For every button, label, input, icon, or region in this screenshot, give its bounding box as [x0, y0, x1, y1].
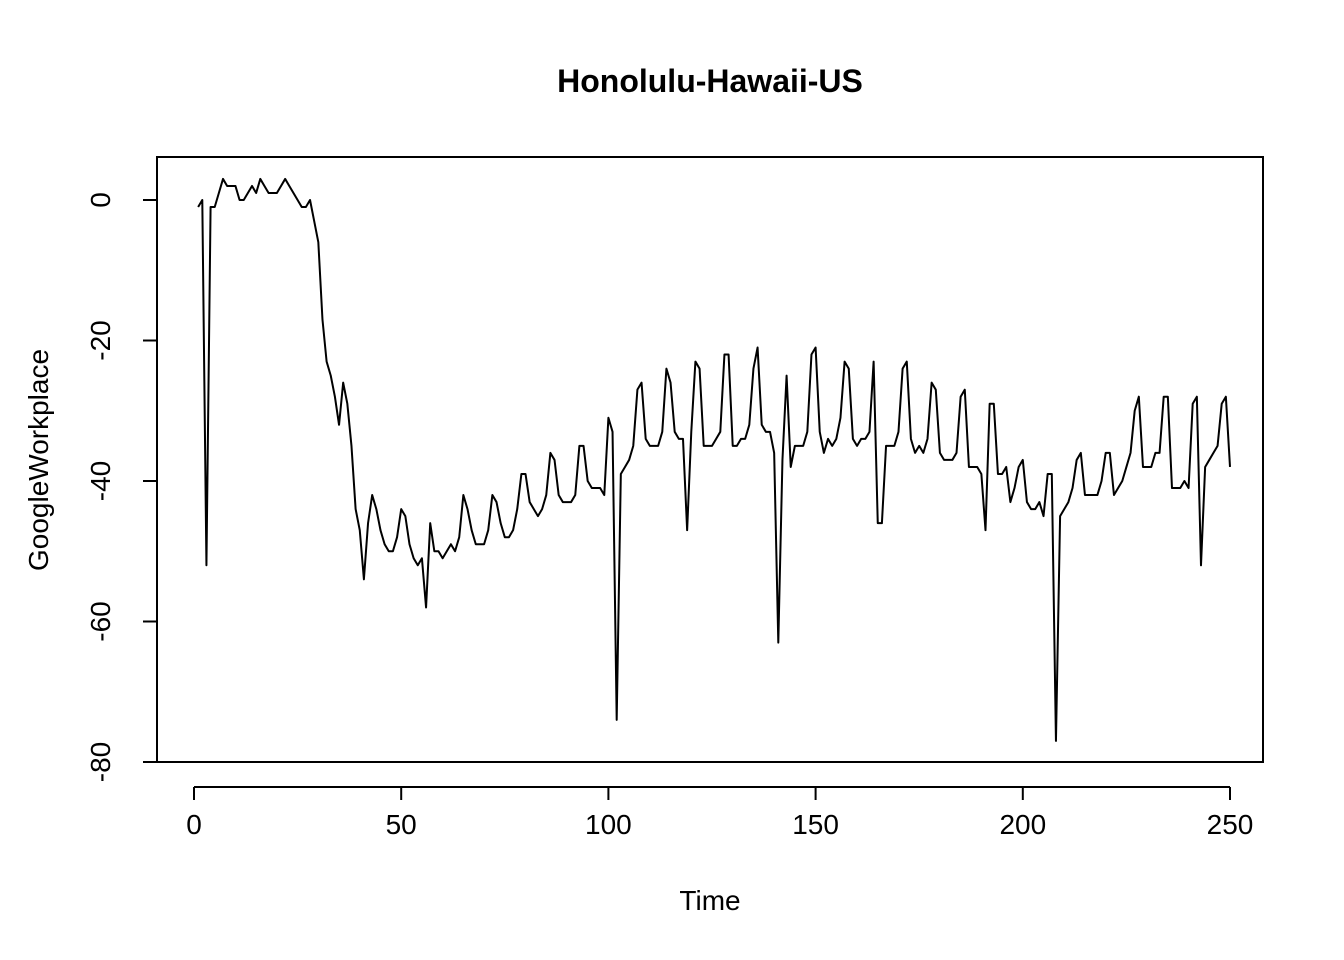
y-axis: -80 -60 -40 -20 0 — [85, 192, 158, 782]
plot-frame — [156, 156, 1264, 763]
x-tick-label: 100 — [585, 809, 632, 840]
x-tick-label: 0 — [186, 809, 202, 840]
series-line — [197, 177, 1231, 742]
y-tick-label: -40 — [85, 461, 116, 501]
x-axis: 0 50 100 150 200 250 — [186, 786, 1254, 840]
x-tick-label: 250 — [1207, 809, 1254, 840]
x-tick-label: 50 — [386, 809, 417, 840]
chart-title: Honolulu-Hawaii-US — [557, 63, 863, 99]
y-tick-label: 0 — [85, 192, 116, 208]
y-tick-label: -20 — [85, 320, 116, 360]
y-axis-label: GoogleWorkplace — [23, 349, 54, 571]
x-axis-label: Time — [679, 885, 740, 916]
plot-area — [197, 177, 1231, 742]
x-tick-label: 200 — [999, 809, 1046, 840]
y-tick-label: -60 — [85, 601, 116, 641]
y-tick-label: -80 — [85, 742, 116, 782]
x-tick-label: 150 — [792, 809, 839, 840]
